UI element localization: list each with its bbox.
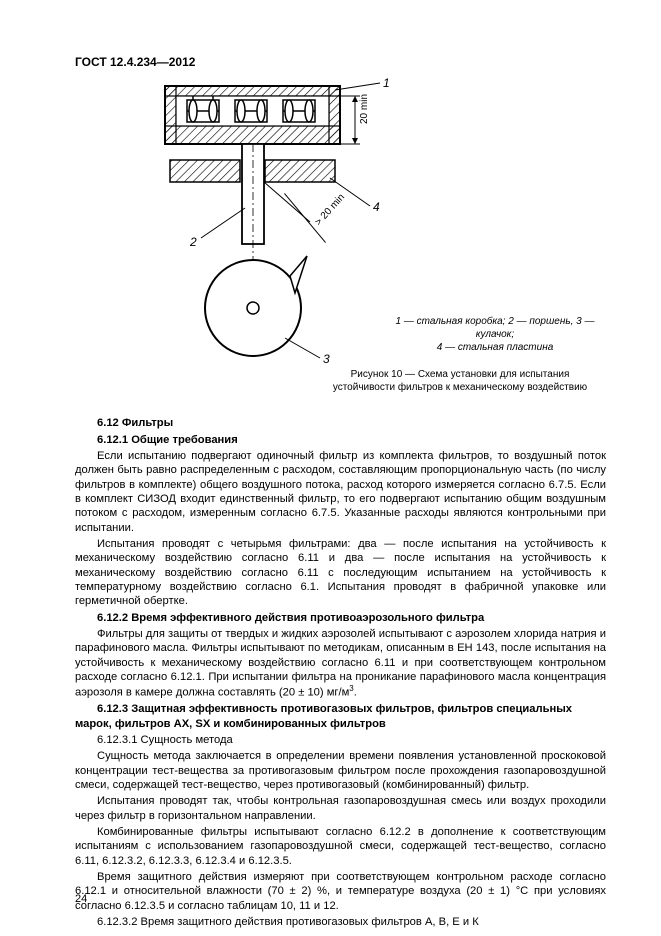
dim-20min: 20 min — [359, 94, 370, 124]
caption-line2: устойчивости фильтров к механическому во… — [333, 382, 587, 393]
para-6122-1-end: . — [354, 687, 357, 699]
legend-line2: 4 — стальная пластина — [437, 342, 554, 353]
heading-6-12-3: 6.12.3 Защитная эффективность противогаз… — [75, 702, 606, 731]
para-6122-1-text: Фильтры для защиты от твердых и жидких а… — [75, 628, 606, 699]
para-61231-3: Комбинированные фильтры испытывают согла… — [75, 825, 606, 868]
para-6121-2: Испытания проводят с четырьмя фильтрами:… — [75, 537, 606, 609]
heading-6-12-2: 6.12.2 Время эффективного действия проти… — [75, 611, 606, 625]
heading-6-12-1: 6.12.1 Общие требования — [75, 433, 606, 447]
heading-6-12-3-1: 6.12.3.1 Сущность метода — [75, 733, 606, 747]
heading-6-12-3-2: 6.12.3.2 Время защитного действия против… — [75, 915, 606, 929]
para-61231-2: Испытания проводят так, чтобы контрольна… — [75, 794, 606, 823]
figure-svg: 20 min 1 4 2 3 — [135, 78, 395, 378]
heading-6-12: 6.12 Фильтры — [75, 416, 606, 430]
page-number: 24 — [75, 892, 87, 906]
callout-1: 1 — [383, 78, 390, 90]
figure-legend: 1 — стальная коробка; 2 — поршень, 3 — к… — [390, 315, 600, 354]
callout-2: 2 — [189, 235, 197, 249]
callout-3: 3 — [323, 352, 330, 366]
caption-line1: Рисунок 10 — Схема установки для испытан… — [351, 369, 570, 380]
para-61231-4: Время защитного действия измеряют при со… — [75, 870, 606, 913]
para-6121-1: Если испытанию подвергают одиночный филь… — [75, 449, 606, 535]
dim-gt20: > 20 min — [313, 192, 347, 228]
para-6122-1: Фильтры для защиты от твердых и жидких а… — [75, 627, 606, 700]
figure-10: 20 min 1 4 2 3 — [75, 78, 606, 408]
para-61231-1: Сущность метода заключается в определени… — [75, 749, 606, 792]
document-id: ГОСТ 12.4.234—2012 — [75, 55, 606, 70]
legend-line1: 1 — стальная коробка; 2 — поршень, 3 — к… — [395, 316, 594, 340]
figure-caption: Рисунок 10 — Схема установки для испытан… — [295, 368, 625, 394]
callout-4: 4 — [373, 200, 380, 214]
